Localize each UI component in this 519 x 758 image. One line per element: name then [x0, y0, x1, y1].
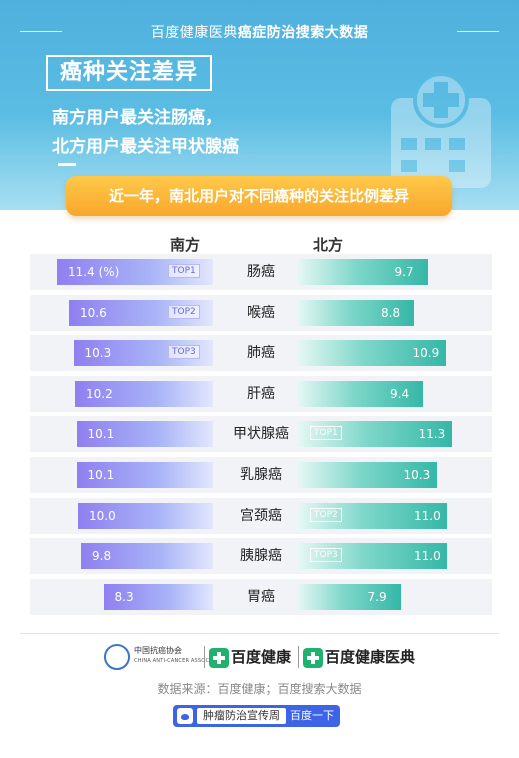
chart-row: 10.3 TOP3 肺癌 10.9 [30, 335, 492, 372]
value-label-south: 10.1 [87, 427, 115, 442]
top-badge-south: TOP1 [168, 264, 200, 278]
value-label-south: 10.0 [89, 508, 116, 523]
chart-row: 10.6 TOP2 喉癌 8.8 [30, 294, 492, 331]
header-brand: 百度健康医典 [150, 25, 238, 41]
org-name-en: CHINA ANTI-CANCER ASSOCIATION [134, 658, 228, 664]
bar-north [297, 340, 446, 367]
value-label-north: 11.0 [414, 508, 441, 523]
category-label: 胃癌 [247, 588, 275, 605]
category-label: 胰腺癌 [240, 548, 282, 565]
baidu-health-cross-icon [209, 647, 229, 668]
category-label: 宫颈癌 [240, 507, 282, 524]
value-label-north: 7.9 [367, 589, 387, 604]
org-name-cn: 中国抗癌协会 [134, 646, 182, 655]
cacs-logo-icon [104, 644, 130, 670]
top-badge-north: TOP1 [310, 426, 342, 441]
chart-row: 11.4 (%) TOP1 肠癌 9.7 [30, 254, 492, 290]
value-label-south: 8.3 [114, 589, 134, 604]
bar-south [76, 462, 213, 488]
chart-row: 10.0 宫颈癌 11.0 TOP2 [30, 497, 492, 534]
legend-south: 南方 [170, 234, 201, 259]
bar-north [297, 583, 401, 610]
header-top-line: 百度健康医典癌症防治搜索大数据 [0, 22, 519, 42]
header-left-rule [20, 31, 62, 32]
chart-row: 10.1 甲状腺癌 11.3 TOP1 [30, 416, 492, 453]
baidu-yidian-logo-text: 百度健康医典 [325, 648, 416, 666]
campaign-badge: 肿瘤防治宣传周 百度一下 [173, 705, 340, 727]
value-label-south: 10.3 [84, 346, 112, 361]
bar-south [103, 583, 213, 610]
bar-north [297, 543, 447, 570]
category-label: 肝癌 [247, 385, 275, 402]
category-label: 乳腺癌 [240, 467, 282, 483]
bar-north [297, 299, 414, 326]
legend-north: 北方 [313, 234, 344, 259]
chart-row: 9.8 胰腺癌 11.0 TOP3 [30, 538, 492, 575]
value-label-north: 10.9 [412, 346, 440, 361]
value-label-north: 11.0 [414, 549, 441, 564]
bar-north [297, 462, 437, 488]
category-label: 肠癌 [247, 264, 275, 280]
header-background [0, 0, 519, 210]
bar-south [75, 380, 213, 407]
bar-south [76, 421, 213, 448]
data-source: 数据来源：百度健康；百度搜索大数据 [157, 682, 362, 696]
baidu-yidian-cross-icon [303, 647, 323, 668]
logo-separator [204, 646, 205, 668]
legend-south-label: 南方 [170, 236, 201, 254]
subtitle-dash [58, 163, 76, 166]
value-label-south: 10.6 [80, 305, 107, 320]
category-label: 甲状腺癌 [233, 426, 289, 443]
subtitle-south: 南方用户最关注肠癌， [52, 108, 222, 128]
footer-divider [20, 633, 499, 634]
legend-north-label: 北方 [313, 236, 344, 254]
category-label: 肺癌 [247, 345, 275, 362]
bar-north [297, 259, 428, 285]
top-badge-north: TOP2 [310, 507, 342, 522]
page-title: 癌种关注差异 [46, 55, 213, 91]
value-label-south: 10.2 [86, 386, 113, 401]
chart-row: 10.2 肝癌 9.4 [30, 375, 492, 412]
category-label: 喉癌 [247, 304, 275, 321]
top-badge-north: TOP3 [310, 548, 342, 563]
value-label-north: 10.3 [403, 468, 431, 482]
value-label-south: 10.1 [87, 468, 115, 482]
bar-north [297, 502, 447, 529]
baidu-health-logo-text: 百度健康 [231, 648, 292, 666]
bar-north [297, 380, 423, 407]
campaign-name: 肿瘤防治宣传周 [197, 708, 286, 724]
value-label-north: 11.3 [418, 427, 446, 442]
chart-row: 10.1 乳腺癌 10.3 [30, 457, 492, 493]
baidu-health-logo: 百度健康 [209, 646, 291, 668]
value-label-north: 9.4 [390, 386, 410, 401]
campaign-suffix: 百度一下 [290, 709, 334, 722]
subtitle-north: 北方用户最关注甲状腺癌 [52, 137, 239, 157]
paw-icon [177, 708, 193, 724]
value-label-north: 9.7 [394, 265, 414, 279]
bar-south [81, 543, 213, 570]
top-badge-south: TOP3 [168, 345, 200, 360]
value-label-south: 11.4 (%) [68, 265, 120, 279]
logo-separator [298, 646, 299, 668]
top-badge-south: TOP2 [168, 304, 200, 319]
bar-south [78, 502, 213, 529]
chart-banner: 近一年，南北用户对不同癌种的关注比例差异 [66, 176, 452, 216]
value-label-north: 8.8 [381, 305, 401, 320]
header-topic: 癌症防治搜索大数据 [237, 25, 369, 41]
bar-north [297, 421, 452, 448]
header-right-rule [457, 31, 499, 32]
baidu-yidian-logo: 百度健康医典 [303, 646, 415, 668]
value-label-south: 9.8 [92, 549, 112, 564]
chart-row: 8.3 胃癌 7.9 [30, 578, 492, 615]
hospital-icon [391, 72, 491, 188]
